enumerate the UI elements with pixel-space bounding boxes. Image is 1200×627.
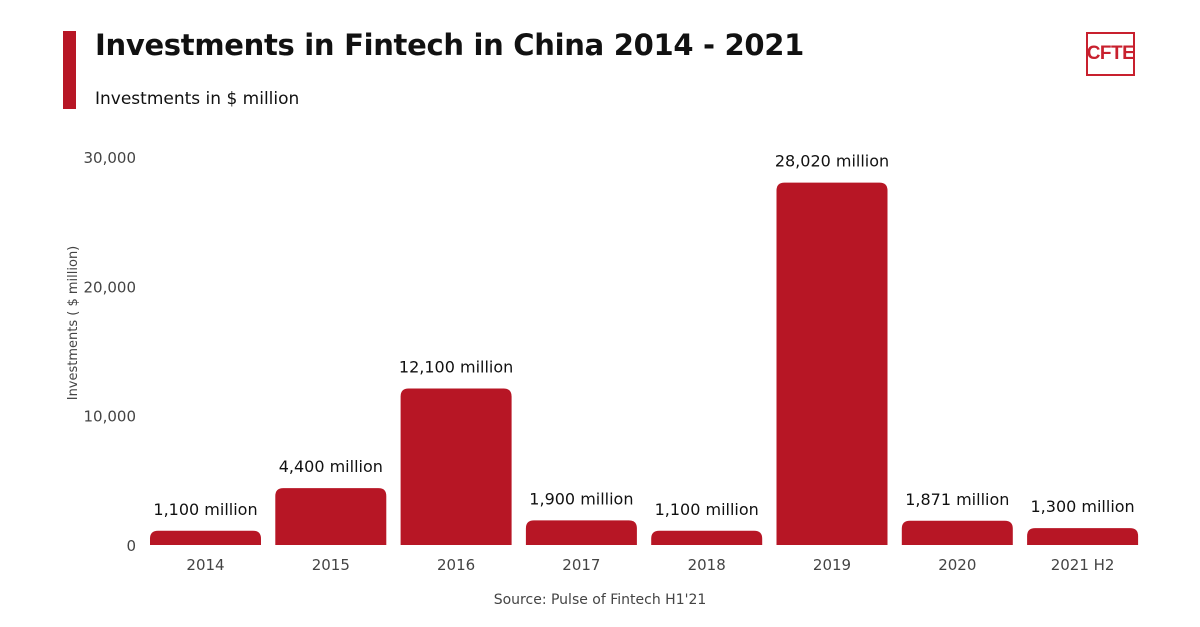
title-accent-bar	[63, 31, 76, 109]
y-tick-label: 30,000	[84, 149, 137, 167]
x-tick-label: 2016	[437, 556, 475, 574]
y-axis-label: Investments ( $ million)	[66, 246, 81, 401]
bar-2014	[150, 530, 261, 545]
source-note: Source: Pulse of Fintech H1'21	[493, 592, 707, 608]
data-label: 1,871 million	[905, 490, 1009, 509]
bar-2015	[275, 488, 387, 545]
y-tick-label: 0	[126, 537, 136, 555]
y-tick-label: 10,000	[84, 408, 137, 426]
x-tick-label: 2018	[688, 556, 726, 574]
data-label: 1,100 million	[655, 500, 759, 519]
logo-text: CFTE	[1086, 43, 1135, 64]
x-tick-label: 2017	[562, 556, 600, 574]
data-label: 1,100 million	[153, 500, 257, 519]
data-label: 1,900 million	[529, 489, 633, 508]
x-tick-label: 2021 H2	[1051, 556, 1115, 574]
chart-subtitle: Investments in $ million	[95, 89, 300, 109]
bar-2020	[901, 520, 1013, 545]
x-tick-label: 2014	[186, 556, 224, 574]
bar-2021-h2	[1027, 528, 1139, 545]
cfte-logo: CFTE	[1086, 32, 1135, 76]
data-label: 12,100 million	[399, 358, 513, 377]
x-tick-label: 2015	[312, 556, 350, 574]
data-label: 4,400 million	[279, 457, 383, 476]
bar-2018	[651, 530, 763, 545]
data-label: 28,020 million	[775, 152, 889, 171]
chart-title: Investments in Fintech in China 2014 - 2…	[95, 28, 805, 62]
y-tick-label: 20,000	[84, 278, 137, 296]
data-label: 1,300 million	[1031, 497, 1135, 516]
x-tick-label: 2020	[938, 556, 976, 574]
x-tick-label: 2019	[813, 556, 851, 574]
bar-2016	[400, 388, 512, 545]
bar-2019	[776, 182, 888, 545]
bar-2017	[525, 520, 637, 545]
